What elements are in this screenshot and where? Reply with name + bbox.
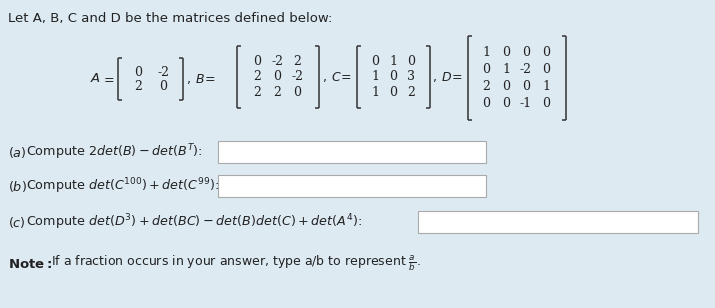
Text: $,\;B\!=\!$: $,\;B\!=\!$ [186, 72, 216, 86]
Text: 2: 2 [293, 55, 301, 68]
Text: $(a)$: $(a)$ [8, 144, 26, 160]
Text: 0: 0 [371, 55, 379, 68]
Text: $=$: $=$ [101, 72, 114, 86]
Text: 1: 1 [542, 80, 550, 93]
Text: $\mathbf{Note:}$: $\mathbf{Note:}$ [8, 257, 52, 270]
Text: 0: 0 [542, 46, 550, 59]
Text: 1: 1 [502, 63, 510, 76]
Text: Let A, B, C and D be the matrices defined below:: Let A, B, C and D be the matrices define… [8, 12, 332, 25]
Text: 0: 0 [482, 63, 490, 76]
Text: 2: 2 [273, 86, 281, 99]
Text: 2: 2 [253, 71, 261, 83]
Text: 1: 1 [389, 55, 397, 68]
Text: 2: 2 [482, 80, 490, 93]
Text: 0: 0 [542, 97, 550, 110]
Text: 0: 0 [273, 71, 281, 83]
Text: 0: 0 [407, 55, 415, 68]
Text: 0: 0 [159, 79, 167, 92]
Text: 0: 0 [502, 97, 510, 110]
Text: 2: 2 [253, 86, 261, 99]
Text: $(b)$: $(b)$ [8, 179, 27, 193]
Text: -1: -1 [520, 97, 532, 110]
Text: 2: 2 [134, 79, 142, 92]
Text: -2: -2 [291, 71, 303, 83]
Text: 3: 3 [407, 71, 415, 83]
Text: 0: 0 [134, 66, 142, 79]
Text: $(c)$: $(c)$ [8, 214, 26, 229]
Text: Compute $2det(B)-det(B^T)$:: Compute $2det(B)-det(B^T)$: [26, 142, 203, 162]
Text: -2: -2 [157, 66, 169, 79]
Text: 0: 0 [522, 80, 530, 93]
Text: 0: 0 [389, 71, 397, 83]
Text: -2: -2 [271, 55, 283, 68]
Text: -2: -2 [520, 63, 532, 76]
Text: 0: 0 [293, 86, 301, 99]
Text: $,\;C\!=\!$: $,\;C\!=\!$ [322, 70, 352, 84]
Text: If a fraction occurs in your answer, type a/b to represent $\frac{a}{b}$.: If a fraction occurs in your answer, typ… [51, 254, 420, 274]
FancyBboxPatch shape [218, 141, 486, 163]
Text: 0: 0 [482, 97, 490, 110]
Text: 0: 0 [502, 80, 510, 93]
Text: Compute $det(D^3)+det(BC)-det(B)det(C)+det(A^4)$:: Compute $det(D^3)+det(BC)-det(B)det(C)+d… [26, 212, 362, 232]
Text: 0: 0 [542, 63, 550, 76]
Text: 1: 1 [371, 71, 379, 83]
Text: $A$: $A$ [90, 72, 101, 86]
Text: 2: 2 [407, 86, 415, 99]
Text: 0: 0 [522, 46, 530, 59]
Text: $,\;D\!=\!$: $,\;D\!=\!$ [432, 70, 463, 84]
Text: 1: 1 [482, 46, 490, 59]
Text: 0: 0 [502, 46, 510, 59]
FancyBboxPatch shape [218, 175, 486, 197]
Text: 1: 1 [371, 86, 379, 99]
FancyBboxPatch shape [418, 211, 698, 233]
Text: 0: 0 [389, 86, 397, 99]
Text: 0: 0 [253, 55, 261, 68]
Text: Compute $det(C^{100})+det(C^{99})$:: Compute $det(C^{100})+det(C^{99})$: [26, 176, 219, 196]
